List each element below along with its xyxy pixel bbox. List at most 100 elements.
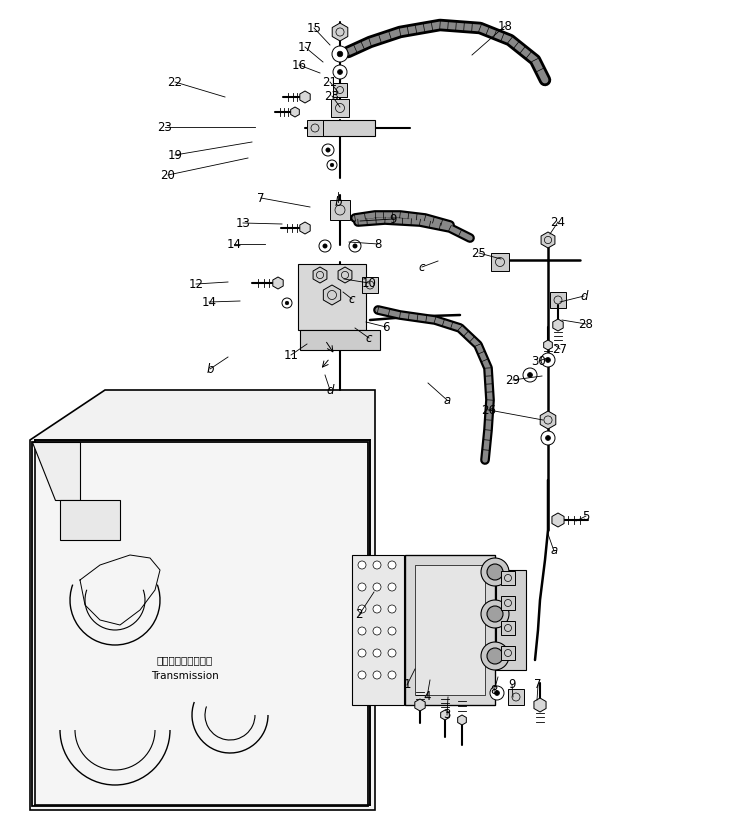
Bar <box>330 200 350 220</box>
Circle shape <box>285 301 289 304</box>
Bar <box>352 555 404 705</box>
Text: 12: 12 <box>189 278 203 290</box>
Circle shape <box>388 605 396 613</box>
Bar <box>501 571 515 585</box>
Text: 24: 24 <box>551 215 565 229</box>
Circle shape <box>481 558 509 586</box>
Circle shape <box>323 244 327 248</box>
Text: 25: 25 <box>472 247 486 259</box>
Circle shape <box>282 298 292 308</box>
Circle shape <box>349 240 361 252</box>
Text: 29: 29 <box>506 374 520 386</box>
Polygon shape <box>332 23 348 41</box>
Bar <box>501 596 515 610</box>
Circle shape <box>338 69 343 74</box>
Polygon shape <box>32 442 80 500</box>
Text: 17: 17 <box>298 41 312 53</box>
Polygon shape <box>300 222 310 234</box>
Bar <box>496 570 526 670</box>
Bar <box>508 689 524 705</box>
Circle shape <box>388 583 396 591</box>
Circle shape <box>319 240 331 252</box>
Circle shape <box>373 627 381 635</box>
Bar <box>405 555 495 705</box>
Text: 28: 28 <box>579 318 593 330</box>
Circle shape <box>487 648 503 664</box>
Polygon shape <box>324 285 340 305</box>
Polygon shape <box>273 277 283 289</box>
Text: d: d <box>326 384 334 396</box>
Polygon shape <box>338 267 352 283</box>
Bar <box>405 555 495 705</box>
Polygon shape <box>553 319 563 331</box>
Text: 4: 4 <box>423 691 430 704</box>
Text: c: c <box>366 331 372 344</box>
Bar <box>307 120 323 136</box>
Circle shape <box>358 605 366 613</box>
Bar <box>333 83 347 97</box>
Text: 7: 7 <box>534 679 542 691</box>
Text: 1: 1 <box>403 679 411 691</box>
Text: 16: 16 <box>292 58 307 72</box>
Circle shape <box>373 671 381 679</box>
Bar <box>331 99 349 117</box>
Circle shape <box>373 605 381 613</box>
Circle shape <box>358 627 366 635</box>
Polygon shape <box>35 440 370 805</box>
Polygon shape <box>415 699 425 711</box>
Circle shape <box>358 583 366 591</box>
Text: Transmission: Transmission <box>151 671 219 681</box>
Polygon shape <box>441 710 450 720</box>
Circle shape <box>481 600 509 628</box>
Circle shape <box>373 583 381 591</box>
Text: トランスミッション: トランスミッション <box>157 655 213 665</box>
Text: 14: 14 <box>226 238 242 250</box>
Circle shape <box>373 649 381 657</box>
Circle shape <box>523 368 537 382</box>
Circle shape <box>353 244 357 248</box>
Text: d: d <box>580 289 587 303</box>
Text: c: c <box>419 260 425 274</box>
Text: c: c <box>349 293 355 305</box>
Polygon shape <box>30 390 375 810</box>
Bar <box>501 621 515 635</box>
Text: 2: 2 <box>355 609 363 621</box>
Circle shape <box>388 649 396 657</box>
Circle shape <box>333 65 347 79</box>
Circle shape <box>332 46 348 62</box>
Circle shape <box>388 671 396 679</box>
Text: 8: 8 <box>490 685 497 697</box>
Text: 18: 18 <box>497 19 512 33</box>
Text: 14: 14 <box>201 295 217 309</box>
Circle shape <box>358 671 366 679</box>
Circle shape <box>481 642 509 670</box>
Polygon shape <box>290 107 299 117</box>
Circle shape <box>330 163 334 167</box>
Bar <box>415 565 485 695</box>
Bar <box>300 330 380 350</box>
Circle shape <box>358 561 366 569</box>
Text: b: b <box>335 195 342 208</box>
Bar <box>310 120 375 136</box>
Text: 5: 5 <box>582 510 590 522</box>
Circle shape <box>388 627 396 635</box>
Circle shape <box>528 373 532 378</box>
Text: 19: 19 <box>167 148 183 162</box>
Polygon shape <box>60 500 120 540</box>
Circle shape <box>322 144 334 156</box>
Circle shape <box>541 431 555 445</box>
Polygon shape <box>32 442 368 806</box>
Text: 26: 26 <box>481 404 497 416</box>
Text: a: a <box>444 394 450 406</box>
Text: 10: 10 <box>362 277 377 289</box>
Polygon shape <box>544 340 552 350</box>
Text: 3: 3 <box>444 709 451 721</box>
Text: 9: 9 <box>509 679 516 691</box>
Circle shape <box>541 353 555 367</box>
Polygon shape <box>552 513 564 527</box>
Text: 30: 30 <box>531 354 546 368</box>
Circle shape <box>495 691 500 696</box>
Polygon shape <box>458 715 467 725</box>
Circle shape <box>487 606 503 622</box>
Polygon shape <box>534 698 546 712</box>
